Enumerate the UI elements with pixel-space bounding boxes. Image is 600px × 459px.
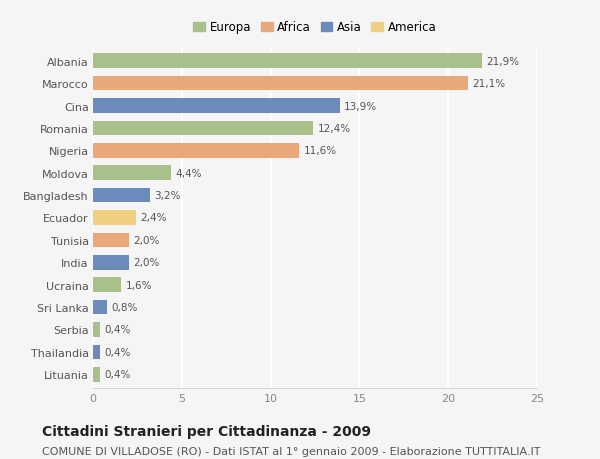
Bar [93,345,100,359]
Legend: Europa, Africa, Asia, America: Europa, Africa, Asia, America [188,17,442,39]
Text: 1,6%: 1,6% [126,280,152,290]
Bar [93,367,100,382]
Text: 0,4%: 0,4% [104,369,131,380]
Bar [93,144,299,158]
Bar [93,300,107,315]
Bar [93,54,482,69]
Text: 3,2%: 3,2% [154,190,181,201]
Text: 4,4%: 4,4% [176,168,202,179]
Text: 21,9%: 21,9% [487,56,520,67]
Bar [93,323,100,337]
Bar [93,99,340,113]
Bar [93,256,128,270]
Bar [93,188,150,203]
Text: COMUNE DI VILLADOSE (RO) - Dati ISTAT al 1° gennaio 2009 - Elaborazione TUTTITAL: COMUNE DI VILLADOSE (RO) - Dati ISTAT al… [42,446,541,456]
Text: 2,0%: 2,0% [133,257,160,268]
Text: 12,4%: 12,4% [317,123,351,134]
Bar [93,77,468,91]
Text: 13,9%: 13,9% [344,101,377,111]
Text: 0,4%: 0,4% [104,325,131,335]
Bar [93,166,171,180]
Bar [93,278,121,292]
Text: 11,6%: 11,6% [304,146,337,156]
Bar [93,121,313,136]
Text: 21,1%: 21,1% [472,79,505,89]
Text: 2,4%: 2,4% [140,213,167,223]
Text: 0,8%: 0,8% [112,302,138,313]
Text: 2,0%: 2,0% [133,235,160,246]
Bar [93,211,136,225]
Bar [93,233,128,248]
Text: 0,4%: 0,4% [104,347,131,357]
Text: Cittadini Stranieri per Cittadinanza - 2009: Cittadini Stranieri per Cittadinanza - 2… [42,425,371,438]
